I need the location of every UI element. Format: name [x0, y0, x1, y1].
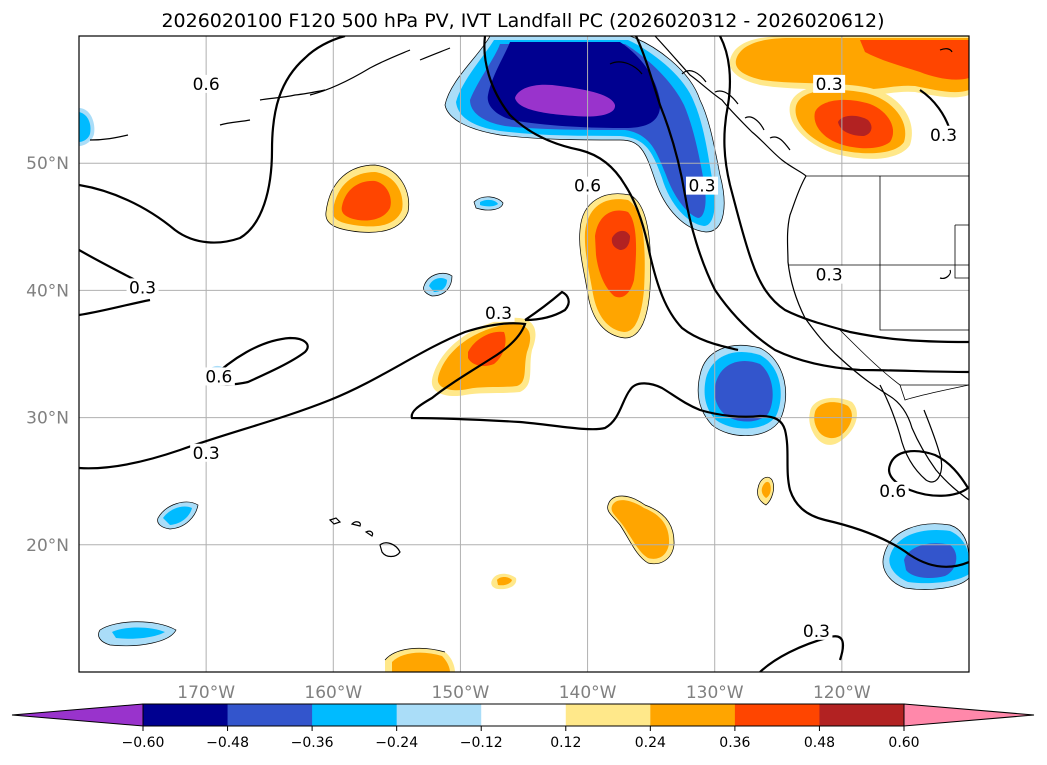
gridlines: [79, 36, 969, 672]
coastline-north-america: [89, 36, 969, 501]
map-frame: [78, 35, 970, 673]
lat-tick-label: 30°N: [26, 409, 69, 429]
lon-tick-label: 160°W: [304, 683, 362, 703]
contour-label-bg: [800, 621, 833, 640]
contour-label: 0.3: [193, 444, 220, 464]
longitude-tick-labels: 170°W 160°W 150°W 140°W 130°W 120°W: [177, 683, 871, 703]
colorbar: −0.60 −0.48 −0.36 −0.24 −0.12 0.12 0.24 0.36 0.4…: [11, 703, 1035, 751]
feature-negative-subtropical: [697, 344, 787, 436]
colorbar-tick-label: 0.24: [635, 735, 666, 751]
colorbar-tick-label: −0.48: [206, 735, 249, 751]
colorbar-tick-label: −0.12: [460, 735, 503, 751]
colorbar-segment: [819, 704, 905, 726]
lat-tick-label: 20°N: [26, 536, 69, 556]
colorbar-tick-label: 0.60: [888, 735, 919, 751]
contour-label-bg: [813, 74, 846, 93]
contour-label: 0.3: [816, 266, 843, 286]
colorbar-frame: [142, 703, 905, 727]
feature-negative-southeast: [882, 523, 969, 590]
contour-label: 0.3: [930, 126, 957, 146]
chart-title: 2026020100 F120 500 hPa PV, IVT Landfall…: [161, 10, 884, 32]
colorbar-extend-high: [903, 703, 1035, 727]
contour-label-bg: [686, 176, 718, 195]
colorbar-segment: [650, 704, 736, 726]
colorbar-segment: [565, 704, 651, 726]
contour-label-bg: [876, 481, 909, 500]
lon-tick-label: 140°W: [559, 683, 617, 703]
hawaiian-islands: [328, 517, 401, 558]
feature-negative-small-north: [473, 196, 504, 211]
feature-negative-small-left: [98, 365, 226, 647]
lon-tick-label: 130°W: [686, 683, 744, 703]
contour-label: 0.3: [803, 622, 830, 642]
state-borders: [788, 175, 969, 401]
contour-label-bg: [571, 176, 604, 195]
contour-label-bg: [190, 443, 223, 462]
contour-label-bg: [927, 125, 960, 144]
colorbar-segment: [143, 704, 229, 726]
contour-label-bg: [813, 265, 846, 284]
latitude-tick-labels: 20°N 30°N 40°N 50°N: [26, 154, 69, 556]
colorbar-tick-label: −0.24: [375, 735, 418, 751]
contour-label: 0.3: [688, 177, 715, 197]
contour-label: 0.3: [816, 75, 843, 95]
feature-positive-southern: [384, 397, 857, 672]
contour-label: 0.6: [193, 75, 220, 95]
contour-label-bg: [202, 367, 235, 386]
colorbar-tick-label: −0.36: [291, 735, 334, 751]
map-area: 0.6 0.3 0.6 0.3 0.3 0.6 0.3 0.3 0.3 0.3 0.6 0.3: [79, 36, 969, 672]
contour-label: 0.6: [205, 367, 232, 387]
contour-label-bg: [126, 278, 159, 297]
lat-tick-label: 40°N: [26, 281, 69, 301]
contour-label-bg: [482, 303, 515, 322]
lat-tick-label: 50°N: [26, 154, 69, 174]
lon-tick-label: 150°W: [432, 683, 490, 703]
colorbar-tick-label: 0.12: [550, 735, 581, 751]
colorbar-tick-label: 0.48: [804, 735, 835, 751]
colorbar-tick-label: 0.36: [719, 735, 750, 751]
colorbar-segment: [396, 704, 482, 726]
colorbar-segment: [227, 704, 313, 726]
lon-tick-label: 120°W: [813, 683, 871, 703]
colorbar-segment: [734, 704, 820, 726]
colorbar-tick-label: −0.60: [122, 735, 165, 751]
feature-negative-west-edge: [79, 108, 95, 146]
colorbar-extend-low: [11, 703, 144, 727]
lon-tick-label: 170°W: [177, 683, 235, 703]
contour-label-bg: [190, 74, 223, 93]
contour-label: 0.6: [574, 177, 601, 197]
contour-label: 0.3: [485, 304, 512, 324]
contour-label: 0.3: [129, 278, 156, 298]
colorbar-segment: [312, 704, 398, 726]
feature-positive-central: [579, 193, 651, 339]
colorbar-segment: [481, 704, 567, 726]
contour-labels: 0.6 0.3 0.6 0.3 0.3 0.6 0.3 0.3 0.3 0.3 0.6 0.3: [126, 74, 960, 642]
feature-positive-north-central: [325, 164, 410, 233]
contour-label: 0.6: [879, 482, 906, 502]
